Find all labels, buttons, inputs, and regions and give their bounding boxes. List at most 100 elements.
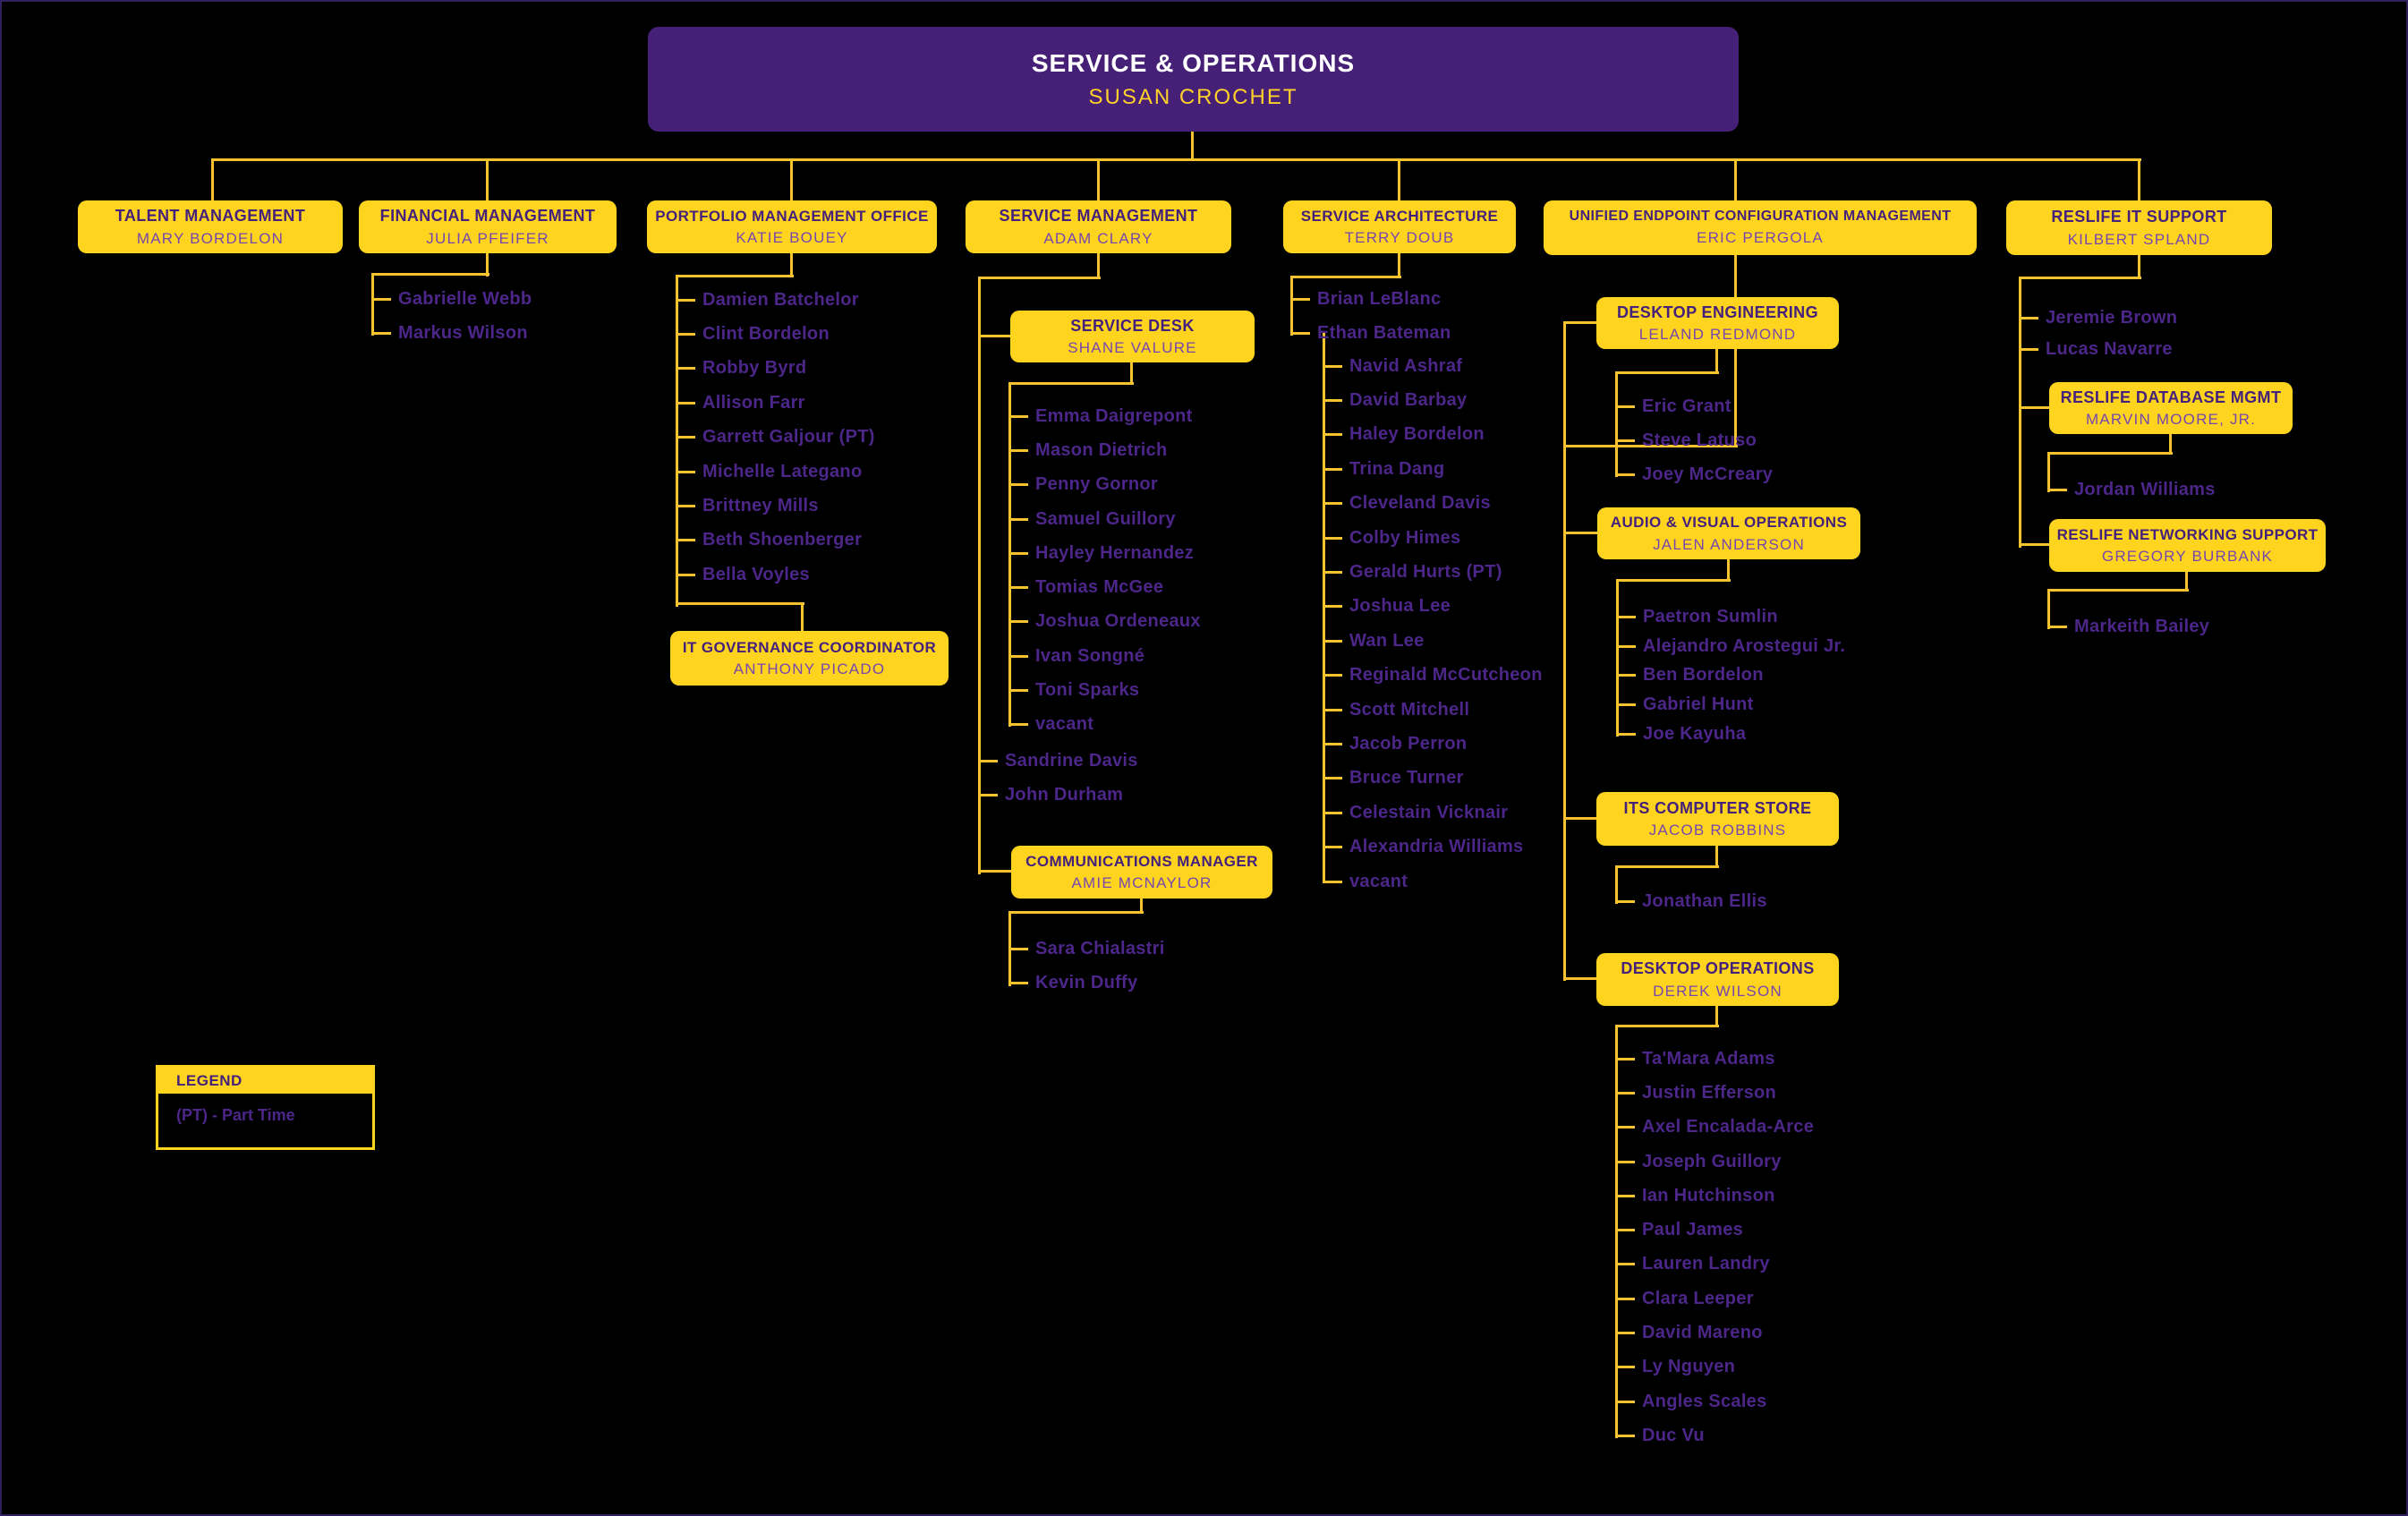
connector-line (1290, 276, 1401, 278)
connector-line (2019, 277, 2141, 279)
member-name: Emma Daigrepont (1010, 399, 1201, 433)
dept-lead-name: ERIC PERGOLA (1697, 229, 1824, 247)
dept-title: FINANCIAL MANAGEMENT (379, 207, 596, 226)
connector-line (1323, 333, 1325, 883)
connector-line (1615, 865, 1618, 904)
connector-line (211, 158, 214, 201)
root-title: SERVICE & OPERATIONS (1031, 49, 1356, 77)
member-name: Clara Leeper (1617, 1282, 1814, 1316)
connector-line (1563, 321, 1598, 324)
connector-line (1715, 846, 1718, 868)
member-name: Ben Bordelon (1618, 661, 1845, 691)
dept-box-reslife-it-support: RESLIFE IT SUPPORT KILBERT SPLAND (2006, 200, 2272, 255)
member-name: Cleveland Davis (1324, 487, 1543, 521)
subunit-lead-name: AMIE MCNAYLOR (1071, 874, 1213, 891)
service-architecture-members: Brian LeBlanc Ethan Bateman (1292, 282, 1451, 350)
connector-line (486, 158, 489, 201)
member-name: Brittney Mills (677, 489, 875, 523)
root-lead-name: SUSAN CROCHET (1088, 85, 1298, 109)
subunit-title: DESKTOP ENGINEERING (1617, 302, 1818, 321)
connector-line (1715, 1006, 1718, 1027)
dept-title: SERVICE ARCHITECTURE (1300, 207, 1499, 225)
connector-line (1008, 911, 1011, 986)
member-name: Kevin Duffy (1010, 967, 1165, 1001)
member-name: Joey McCreary (1617, 457, 1773, 491)
desktop-engineering-members: Eric Grant Steve Latuso Joey McCreary (1617, 389, 1773, 491)
connector-line (1290, 276, 1293, 336)
member-name: Penny Gornor (1010, 468, 1201, 502)
connector-line (1563, 321, 1566, 981)
dept-lead-name: JULIA PFEIFER (426, 229, 549, 247)
member-name: Hayley Hernandez (1010, 536, 1201, 570)
connector-line (2169, 434, 2172, 455)
connector-line (2047, 589, 2189, 592)
member-name: Joseph Guillory (1617, 1145, 1814, 1179)
connector-line (371, 273, 489, 276)
member-name: Lucas Navarre (2021, 334, 2177, 365)
connector-line (2019, 406, 2051, 409)
subunit-lead-name: DEREK WILSON (1653, 982, 1783, 1000)
dept-title: SERVICE MANAGEMENT (999, 207, 1198, 226)
connector-line (790, 158, 793, 201)
connector-line (676, 275, 678, 607)
portfolio-management-office-members: Damien Batchelor Clint Bordelon Robby By… (677, 283, 875, 592)
connector-line (1563, 977, 1598, 980)
dept-box-service-architecture: SERVICE ARCHITECTURE TERRY DOUB (1283, 200, 1516, 253)
legend-box: LEGEND (PT) - Part Time (156, 1065, 375, 1150)
dept-title: UNIFIED ENDPOINT CONFIGURATION MANAGEMEN… (1569, 209, 1952, 225)
audio-visual-operations-members: Paetron Sumlin Alejandro Arostegui Jr. B… (1618, 602, 1845, 749)
connector-line (676, 602, 804, 605)
connector-line (1615, 865, 1719, 868)
connector-line (1615, 371, 1618, 477)
connector-line (2138, 158, 2140, 201)
connector-line (2019, 277, 2021, 548)
member-name: Navid Ashraf (1324, 349, 1543, 383)
member-name: Tomias McGee (1010, 570, 1201, 604)
subunit-box-audio-visual-operations: AUDIO & VISUAL OPERATIONS JALEN ANDERSON (1597, 507, 1860, 559)
reslife-networking-support-members: Markeith Bailey (2049, 609, 2209, 643)
subunit-box-reslife-database-mgmt: RESLIFE DATABASE MGMT MARVIN MOORE, JR. (2049, 382, 2293, 434)
member-name: Reginald McCutcheon (1324, 659, 1543, 693)
member-name: Bruce Turner (1324, 762, 1543, 796)
member-name: Brian LeBlanc (1292, 282, 1451, 316)
subunit-box-desktop-engineering: DESKTOP ENGINEERING LELAND REDMOND (1596, 297, 1839, 349)
member-name: Gabriel Hunt (1618, 690, 1845, 720)
dept-lead-name: KILBERT SPLAND (2067, 230, 2211, 248)
subunit-box-its-computer-store: ITS COMPUTER STORE JACOB ROBBINS (1596, 792, 1839, 846)
member-name: Angles Scales (1617, 1384, 1814, 1418)
subunit-title: RESLIFE DATABASE MGMT (2060, 388, 2282, 406)
member-name: Justin Efferson (1617, 1076, 1814, 1110)
subunit-title: ITS COMPUTER STORE (1623, 798, 1812, 817)
member-name: Beth Shoenberger (677, 524, 875, 558)
connector-line (978, 277, 981, 874)
subunit-title: IT GOVERNANCE COORDINATOR (682, 638, 937, 656)
connector-line (1398, 253, 1400, 278)
connector-line (978, 277, 1101, 279)
subunit-title: SERVICE DESK (1070, 316, 1195, 335)
subunit-box-it-governance-coordinator: IT GOVERNANCE COORDINATOR ANTHONY PICADO (670, 631, 949, 686)
member-name: Duc Vu (1617, 1418, 1814, 1452)
connector-line (978, 870, 1013, 873)
service-management-members: Sandrine Davis John Durham (980, 744, 1138, 813)
connector-line (1616, 579, 1619, 737)
connector-line (1563, 532, 1599, 534)
member-name: Bella Voyles (677, 558, 875, 592)
legend-title: LEGEND (176, 1071, 243, 1089)
connector-line (801, 602, 804, 633)
connector-line (1615, 371, 1719, 374)
member-name: Lauren Landry (1617, 1248, 1814, 1282)
connector-line (1191, 132, 1194, 161)
member-name: Celestain Vicknair (1324, 796, 1543, 830)
connector-line (1563, 817, 1598, 820)
connector-line (978, 335, 1012, 337)
connector-line (2047, 452, 2050, 492)
member-name: Sara Chialastri (1010, 932, 1165, 967)
member-name: Ta'Mara Adams (1617, 1042, 1814, 1076)
member-name: Garrett Galjour (PT) (677, 421, 875, 455)
legend-entry: (PT) - Part Time (176, 1106, 295, 1124)
connector-line (1008, 382, 1134, 385)
subunit-title: DESKTOP OPERATIONS (1621, 959, 1815, 978)
connector-line (1097, 158, 1100, 201)
subunit-lead-name: JACOB ROBBINS (1648, 822, 1787, 839)
